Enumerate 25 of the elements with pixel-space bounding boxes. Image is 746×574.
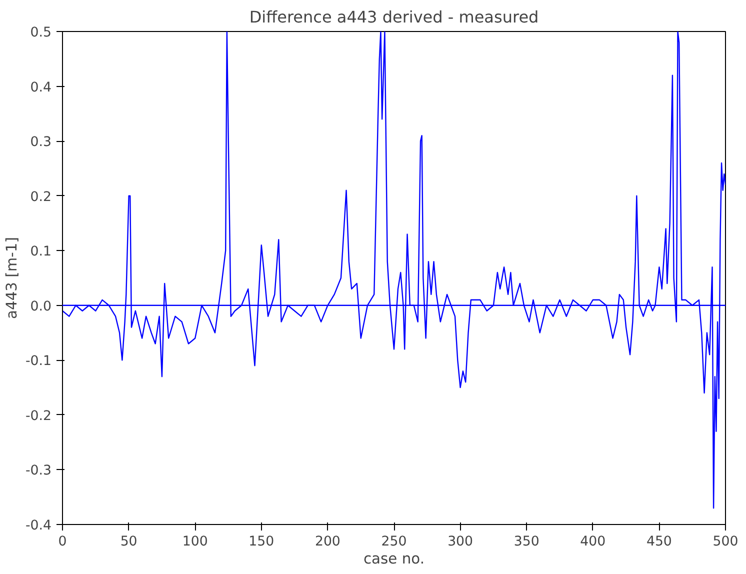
x-tick-label: 400 <box>580 534 606 550</box>
x-tick-label: 300 <box>448 534 474 550</box>
y-tick-label: 0.0 <box>30 299 52 314</box>
x-axis-title: case no. <box>363 550 425 568</box>
x-tick-label: 50 <box>120 534 138 550</box>
y-tick-label: -0.3 <box>25 464 52 479</box>
y-tick-label: -0.2 <box>25 408 52 424</box>
chart-title: Difference a443 derived - measured <box>249 8 539 26</box>
y-axis-title: a443 [m-1] <box>3 237 20 319</box>
x-tick-label: 450 <box>646 534 672 550</box>
line-series <box>62 32 726 509</box>
y-tick-label: 0.1 <box>30 244 52 260</box>
x-tick-label: 350 <box>514 534 540 550</box>
x-tick-label: 150 <box>248 534 274 550</box>
x-tick-label: 200 <box>314 534 340 550</box>
y-tick-label: 0.3 <box>30 135 52 150</box>
y-tick-label: 0.4 <box>30 80 52 96</box>
y-tick-label: 0.5 <box>30 26 52 40</box>
y-tick-label: 0.2 <box>30 190 52 205</box>
x-tick-label: 250 <box>381 534 407 550</box>
x-tick-label: 500 <box>712 534 738 550</box>
x-tick-label: 0 <box>58 534 67 550</box>
y-tick-label: -0.1 <box>25 354 52 370</box>
y-tick-label: -0.4 <box>25 518 52 534</box>
x-tick-label: 100 <box>182 534 208 550</box>
